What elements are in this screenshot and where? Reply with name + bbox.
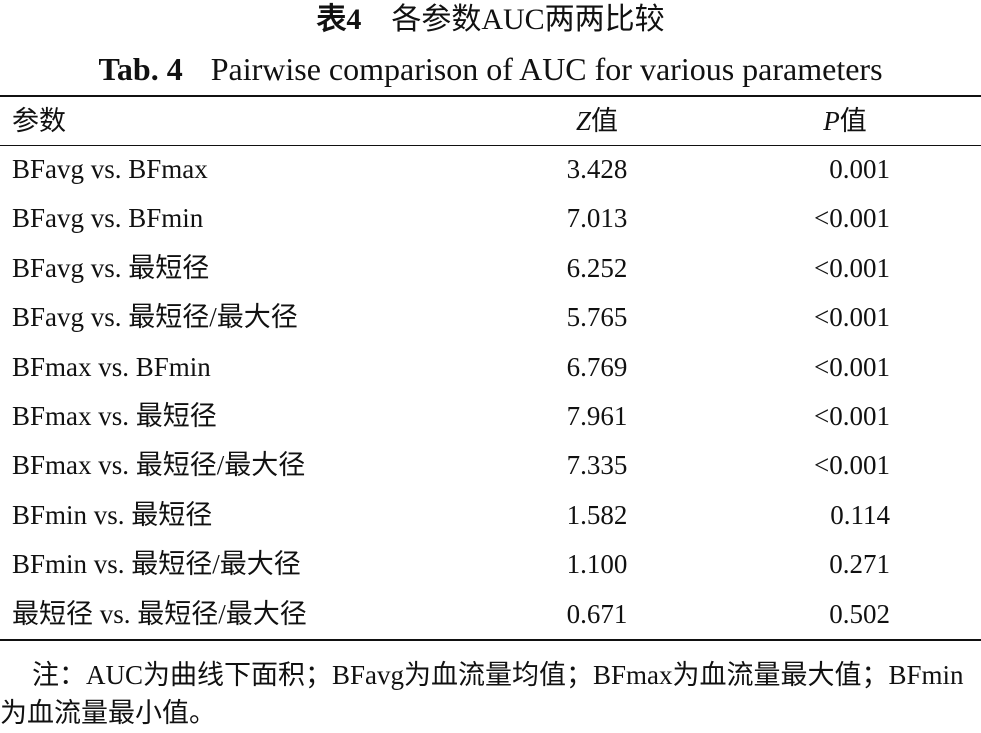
header-cell: Z值 [517,97,677,145]
table-cell: 0.114 [830,499,890,530]
table-row: 最短径 vs. 最短径/最大径 0.671 0.502 [0,590,981,638]
table-cell: BFmin vs. 最短径/最大径 [12,549,301,580]
table-number-en: Tab. 4 [98,51,183,87]
table-cell: BFmax vs. 最短径 [12,401,217,431]
table-row: BFavg vs. BFmin 7.013 <0.001 [0,194,981,242]
table-cell: 7.335 [566,450,628,481]
title-en: Tab. 4 Pairwise comparison of AUC for var… [0,48,981,90]
table-cell: <0.001 [814,302,890,333]
header-row: 参数 Z值 P值 [0,97,981,145]
table-cell: BFavg vs. 最短径 [12,252,210,283]
table-cell: <0.001 [814,351,890,382]
header-symbol: P [823,106,840,136]
table-cell: 5.765 [566,302,628,333]
table-cell: 7.961 [566,401,628,431]
table-cell: <0.001 [814,401,890,431]
table-cell: 0.001 [829,154,890,184]
header-suffix: 值 [591,106,619,136]
table-cell: 6.252 [566,252,628,283]
table-number-cn: 表4 [316,3,362,36]
table-row: BFavg vs. 最短径/最大径 5.765 <0.001 [0,293,981,341]
header-cell: P值 [780,97,910,145]
table-cell: BFavg vs. BFmin [12,203,204,234]
table-cell: 6.769 [566,351,628,382]
table-cell: <0.001 [814,252,890,283]
table-row: BFmax vs. 最短径/最大径 7.335 <0.001 [0,441,981,489]
table-cell: 0.671 [566,598,628,629]
table-cell: BFmin vs. 最短径 [12,499,213,530]
header-symbol: Z [575,106,592,136]
table-row: BFavg vs. BFmax 3.428 0.001 [0,145,981,193]
header-cell: 参数 [12,106,66,136]
table-cell: <0.001 [814,203,890,234]
footnote: 注：AUC为曲线下面积；BFavg为血流量均值；BFmax为血流量最大值；BFm… [0,660,964,728]
table-row: BFmin vs. 最短径/最大径 1.100 0.271 [0,540,981,588]
table-cell: 7.013 [566,203,628,234]
top-rule [0,95,981,97]
table-row: BFmax vs. BFmin 6.769 <0.001 [0,343,981,391]
table-cell: BFmax vs. BFmin [12,351,211,382]
title-cn-text: 各参数AUC两两比较 [391,3,665,36]
table-cell: BFavg vs. BFmax [12,154,208,184]
table-cell: 1.582 [566,499,628,530]
table-row: BFmax vs. 最短径 7.961 <0.001 [0,392,981,440]
table-cell: <0.001 [814,450,890,481]
table-cell: 最短径 vs. 最短径/最大径 [12,598,307,629]
bottom-rule [0,639,981,641]
table-cell: 3.428 [566,154,628,184]
header-rule [0,145,981,146]
table-row: BFavg vs. 最短径 6.252 <0.001 [0,244,981,292]
table-cell: BFavg vs. 最短径/最大径 [12,302,298,333]
table-cell: 1.100 [566,549,628,580]
header-suffix: 值 [839,106,867,136]
table-cell: 0.271 [829,549,890,580]
table-cell: 0.502 [829,598,890,629]
table-row: BFmin vs. 最短径 1.582 0.114 [0,491,981,539]
title-en-text: Pairwise comparison of AUC for various p… [210,51,883,87]
title-cn: 表4 各参数AUC两两比较 [0,0,981,40]
table-cell: BFmax vs. 最短径/最大径 [12,450,306,481]
